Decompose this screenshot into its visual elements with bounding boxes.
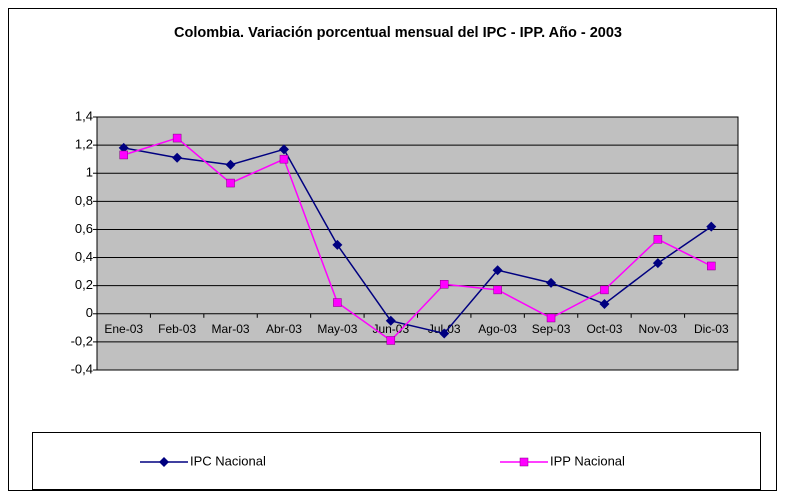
y-tick-label: 0,4 (75, 249, 93, 264)
marker (652, 258, 663, 269)
y-tick-label: -0,4 (71, 361, 93, 376)
x-tick-label: Dic-03 (694, 322, 729, 336)
chart-title: Colombia. Variación porcentual mensual d… (173, 25, 622, 41)
marker (439, 328, 450, 339)
marker (599, 298, 610, 309)
marker (386, 336, 396, 345)
marker (653, 235, 663, 244)
y-tick-label: 0,2 (75, 277, 93, 292)
x-tick-label: Mar-03 (212, 322, 250, 336)
marker (546, 277, 557, 288)
y-tick-label: 0,8 (75, 193, 93, 208)
marker (159, 457, 169, 467)
legend-label: IPP Nacional (550, 453, 625, 468)
legend-box (32, 432, 761, 490)
marker (493, 285, 502, 295)
marker (172, 133, 182, 143)
x-tick-label: Nov-03 (639, 322, 678, 336)
series-line (123, 137, 712, 342)
x-tick-label: Ene-03 (104, 322, 143, 336)
marker (119, 150, 128, 160)
x-tick-label: May-03 (317, 322, 357, 336)
marker (278, 144, 289, 155)
x-tick-label: Jun-03 (372, 322, 409, 336)
x-tick-label: Oct-03 (586, 322, 622, 336)
series-line (123, 147, 712, 335)
marker (439, 280, 449, 289)
y-tick-label: 1,4 (75, 108, 93, 123)
marker (172, 152, 183, 163)
marker (492, 265, 503, 276)
marker (519, 457, 529, 467)
y-tick-label: 1,2 (75, 137, 93, 152)
y-tick-label: 0,6 (75, 221, 93, 236)
x-tick-label: Ago-03 (478, 322, 517, 336)
y-tick-label: 1 (86, 165, 93, 180)
marker (333, 298, 342, 307)
marker (546, 313, 556, 323)
marker (707, 261, 716, 271)
marker (279, 154, 289, 164)
y-tick-label: -0,2 (71, 333, 93, 348)
y-tick-label: 0 (86, 305, 93, 320)
x-tick-label: Sep-03 (532, 322, 571, 336)
marker (706, 221, 717, 232)
marker (332, 239, 343, 250)
marker (600, 285, 609, 295)
legend-label: IPC Nacional (190, 453, 266, 468)
marker (225, 159, 236, 170)
marker (385, 315, 396, 326)
x-tick-label: Feb-03 (158, 322, 196, 336)
x-tick-label: Abr-03 (266, 322, 302, 336)
marker (226, 178, 235, 188)
marker (118, 142, 129, 153)
